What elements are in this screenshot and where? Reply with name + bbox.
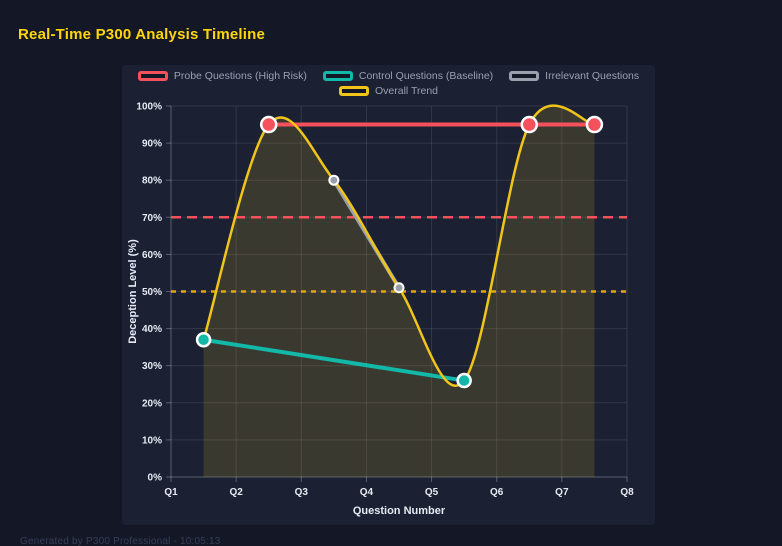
data-point[interactable] [393,282,405,294]
y-tick-label: 50% [142,287,162,298]
y-tick-label: 60% [142,250,162,261]
y-tick-label: 20% [142,398,162,409]
x-tick-label: Q2 [229,487,243,498]
threshold-lines [171,216,627,293]
chart-legend: Probe Questions (High Risk) Control Quest… [122,70,655,97]
y-axis-title: Deception Level (%) [127,239,139,344]
legend-swatch-icon [338,86,369,96]
page-title: Real-Time P300 Analysis Timeline [18,26,266,43]
x-tick-label: Q6 [490,487,504,498]
legend-swatch-icon [137,71,168,81]
y-tick-label: 30% [142,361,162,372]
y-tick-label: 100% [136,102,162,113]
y-tick-label: 0% [148,473,163,484]
data-point[interactable] [456,372,472,389]
x-axis-title: Question Number [353,505,446,517]
legend-item-label: Probe Questions (High Risk) [173,70,307,82]
y-tick-label: 70% [142,213,162,224]
y-tick-label: 80% [142,176,162,187]
footer-note: Generated by P300 Professional - 10:05:1… [20,536,221,546]
legend-swatch-icon [509,71,540,81]
x-tick-label: Q7 [555,487,569,498]
x-tick-label: Q5 [425,487,439,498]
legend-item[interactable]: Control Questions (Baseline) [322,70,494,82]
x-tick-label: Q3 [295,487,309,498]
legend-item[interactable]: Probe Questions (High Risk) [137,70,307,82]
legend-row: Probe Questions (High Risk) Control Quest… [130,70,647,82]
data-point[interactable] [259,115,278,134]
legend-item[interactable]: Irrelevant Questions [509,70,639,82]
axis-ticks: 0% 10% 20% 30% 40% 50% 60% 70% 80% 90% 100% Q1 Q2 Q3 Q… [136,102,634,499]
data-point[interactable] [585,115,604,134]
chart-card: Probe Questions (High Risk) Control Quest… [122,65,655,525]
data-point[interactable] [195,331,212,348]
legend-item-label: Control Questions (Baseline) [358,70,494,82]
legend-row: Overall Trend [331,85,446,97]
legend-item-label: Overall Trend [374,85,439,97]
legend-swatch-icon [322,71,353,81]
legend-item-label: Irrelevant Questions [545,70,640,82]
data-point[interactable] [520,115,539,134]
y-tick-label: 90% [142,139,162,150]
x-tick-label: Q1 [164,487,178,498]
timeline-chart: 0% 10% 20% 30% 40% 50% 60% 70% 80% 90% 100% Q1 Q2 Q3 Q… [127,102,634,518]
y-tick-label: 10% [142,435,162,446]
data-points [195,115,604,389]
data-point[interactable] [328,174,340,186]
legend-item[interactable]: Overall Trend [338,85,439,97]
x-tick-label: Q4 [360,487,374,498]
y-tick-label: 40% [142,324,162,335]
x-tick-label: Q8 [620,487,634,498]
